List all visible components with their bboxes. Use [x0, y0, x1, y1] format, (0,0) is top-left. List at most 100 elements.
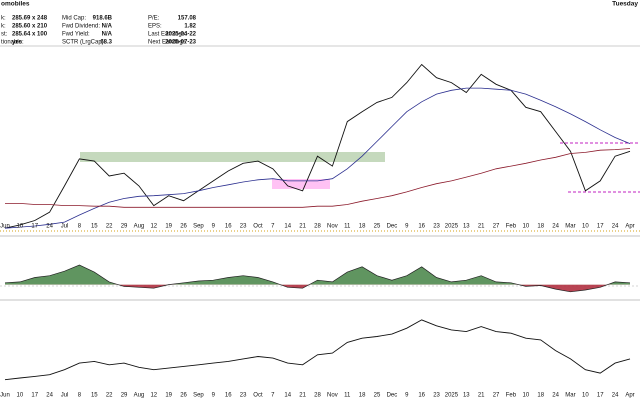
x-tick-label: Jul [61, 224, 69, 230]
x-tick-label: 18 [359, 393, 366, 399]
header-title: omobiles [1, 1, 30, 8]
x-tick-label: 10 [17, 224, 24, 230]
x-tick-label: 24 [46, 393, 53, 399]
info-label: k: [1, 16, 6, 22]
info-value: yes [12, 40, 23, 46]
x-tick-label: 13 [463, 224, 470, 230]
x-tick-label: Sep [193, 393, 204, 399]
support-zone [80, 152, 385, 162]
x-tick-label: 8 [78, 224, 82, 230]
info-label: Mid Cap: [62, 16, 86, 22]
x-tick-label: 18 [537, 393, 544, 399]
x-tick-label: Dec [387, 393, 398, 399]
x-tick-label: 23 [433, 393, 440, 399]
x-tick-label: 19 [165, 393, 172, 399]
x-tick-label: 27 [493, 393, 500, 399]
x-tick-label: 10 [582, 224, 589, 230]
header-day: Tuesday [612, 1, 638, 8]
info-value: 1.82 [184, 24, 196, 30]
x-tick-label: 11 [344, 224, 351, 230]
x-tick-label: Nov [327, 393, 338, 399]
x-tick-label: Apr [625, 393, 634, 399]
x-tick-label: 29 [121, 393, 128, 399]
x-tick-label: 19 [165, 224, 172, 230]
x-tick-label: 18 [359, 224, 366, 230]
x-tick-label: Aug [134, 224, 145, 230]
x-tick-label: 15 [91, 224, 98, 230]
gap-zone [272, 179, 330, 189]
x-tick-label: 7 [271, 393, 275, 399]
x-tick-label: 25 [374, 224, 381, 230]
x-tick-label: Oct [253, 393, 263, 399]
x-tick-label: Apr [625, 224, 634, 230]
x-tick-label: 21 [478, 393, 485, 399]
x-tick-label: 17 [597, 224, 604, 230]
x-tick-label: 25 [374, 393, 381, 399]
x-tick-label: 26 [180, 393, 187, 399]
info-label: tionable: [1, 40, 24, 46]
info-label: Last Earnings: [148, 32, 187, 38]
x-tick-label: 24 [612, 224, 619, 230]
info-value: 285.69 x 248 [12, 16, 48, 22]
x-tick-label: 21 [299, 393, 306, 399]
oscillator-negative [118, 284, 608, 292]
x-tick-label: 9 [212, 224, 216, 230]
info-value: 68.3 [100, 40, 112, 46]
x-tick-label: Jun [0, 224, 10, 230]
x-tick-label: Mar [565, 393, 575, 399]
x-tick-label: 11 [344, 393, 351, 399]
info-value: 285.64 x 100 [12, 32, 48, 38]
x-tick-label: Mar [565, 224, 575, 230]
info-value: N/A [102, 32, 113, 38]
x-tick-label: Feb [506, 224, 517, 230]
price-line [4, 319, 631, 381]
x-tick-label: Aug [134, 393, 145, 399]
x-tick-label: 24 [552, 393, 559, 399]
x-tick-label: 23 [240, 393, 247, 399]
info-label: P/E: [148, 16, 160, 22]
info-label: k: [1, 24, 6, 30]
x-tick-label: 26 [180, 224, 187, 230]
x-tick-label: 10 [522, 224, 529, 230]
x-tick-label: 18 [537, 224, 544, 230]
info-label: Fwd Yield: [62, 32, 90, 38]
info-label: Fwd Dividend: [62, 24, 100, 30]
x-tick-label: Dec [387, 224, 398, 230]
x-tick-label: 21 [299, 224, 306, 230]
x-tick-label: 8 [78, 393, 82, 399]
x-tick-label: 10 [582, 393, 589, 399]
x-tick-label: Feb [506, 393, 517, 399]
x-tick-label: 10 [522, 393, 529, 399]
info-label: EPS: [148, 24, 162, 30]
x-tick-label: Oct [253, 224, 263, 230]
x-tick-label: 14 [284, 393, 291, 399]
x-tick-label: 22 [106, 393, 113, 399]
x-tick-label: 17 [597, 393, 604, 399]
x-tick-label: 16 [225, 393, 232, 399]
x-tick-label: 9 [405, 224, 409, 230]
x-tick-label: 17 [31, 393, 38, 399]
x-tick-label: 23 [433, 224, 440, 230]
x-tick-label: 16 [225, 224, 232, 230]
oscillator-positive [5, 265, 630, 285]
moving-average [5, 148, 631, 208]
x-tick-label: 28 [314, 224, 321, 230]
info-label: st: [1, 32, 8, 38]
x-tick-label: 21 [478, 224, 485, 230]
x-tick-label: 24 [46, 224, 53, 230]
x-tick-label: 23 [240, 224, 247, 230]
x-tick-label: 16 [418, 393, 425, 399]
x-tick-label: 17 [31, 224, 38, 230]
x-tick-label: 22 [106, 224, 113, 230]
info-label: SCTR (LrgCap): [62, 40, 106, 46]
info-table: k: 285.69 x 248 Mid Cap: 918.6B P/E: 157.08 k:… [1, 16, 197, 46]
info-label: Next Earnings: [148, 40, 188, 46]
x-tick-label: Jun [0, 393, 10, 399]
x-tick-label: 13 [463, 393, 470, 399]
x-tick-label: 12 [150, 393, 157, 399]
x-tick-label: 24 [552, 224, 559, 230]
x-tick-label: 15 [91, 393, 98, 399]
info-value: 157.08 [178, 16, 197, 22]
x-tick-label: 9 [405, 393, 409, 399]
